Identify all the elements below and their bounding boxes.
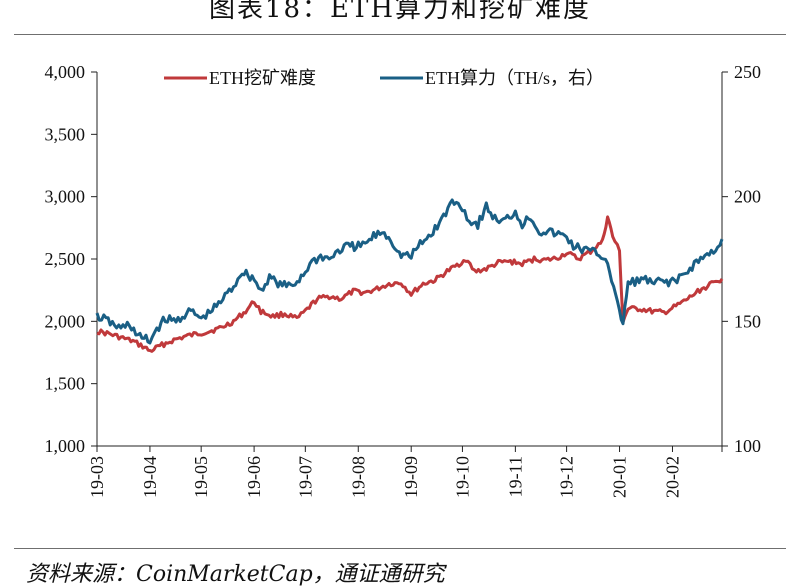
difficulty-line [96,215,724,353]
x-tick-label: 19-07 [295,456,315,498]
x-tick-label: 19-09 [401,456,421,498]
left-y-tick-label: 4,000 [45,62,86,82]
left-y-tick-label: 3,000 [45,187,86,207]
x-tick-label: 19-10 [452,456,472,498]
bottom-rule [14,548,786,549]
legend-hashrate-label: ETH算力（TH/s，右） [425,68,604,88]
right-y-tick-label: 200 [734,187,761,207]
title-band: 图表18：ETH算力和挖矿难度 [0,0,800,34]
hashrate-line [95,198,724,345]
x-tick-label: 19-12 [557,456,577,498]
right-y-tick-label: 100 [734,436,761,456]
legend-difficulty-label: ETH挖矿难度 [209,68,316,88]
x-tick-label: 20-01 [610,456,630,498]
x-tick-label: 19-05 [191,456,211,498]
x-tick-label: 19-08 [348,456,368,498]
left-y-tick-label: 1,500 [45,374,86,394]
left-y-tick-label: 3,500 [45,124,86,144]
x-tick-label: 19-04 [140,456,160,498]
right-y-tick-label: 250 [734,62,761,82]
x-tick-label: 20-02 [662,456,682,498]
source-note: 资料来源：CoinMarketCap，通证通研究 [26,562,445,587]
left-y-tick-label: 2,500 [45,249,86,269]
right-y-tick-label: 150 [734,311,761,331]
left-y-tick-label: 1,000 [45,436,86,456]
chart-title: 图表18：ETH算力和挖矿难度 [208,0,592,24]
chart: 1,000 1,500 2,000 2,500 3,000 3,500 4,000 100 15… [45,62,762,498]
x-tick-label: 19-03 [87,456,107,498]
x-tick-label: 19-11 [505,456,525,497]
top-rule [14,34,786,35]
x-tick-label: 19-06 [244,456,264,498]
left-y-tick-label: 2,000 [45,311,86,331]
